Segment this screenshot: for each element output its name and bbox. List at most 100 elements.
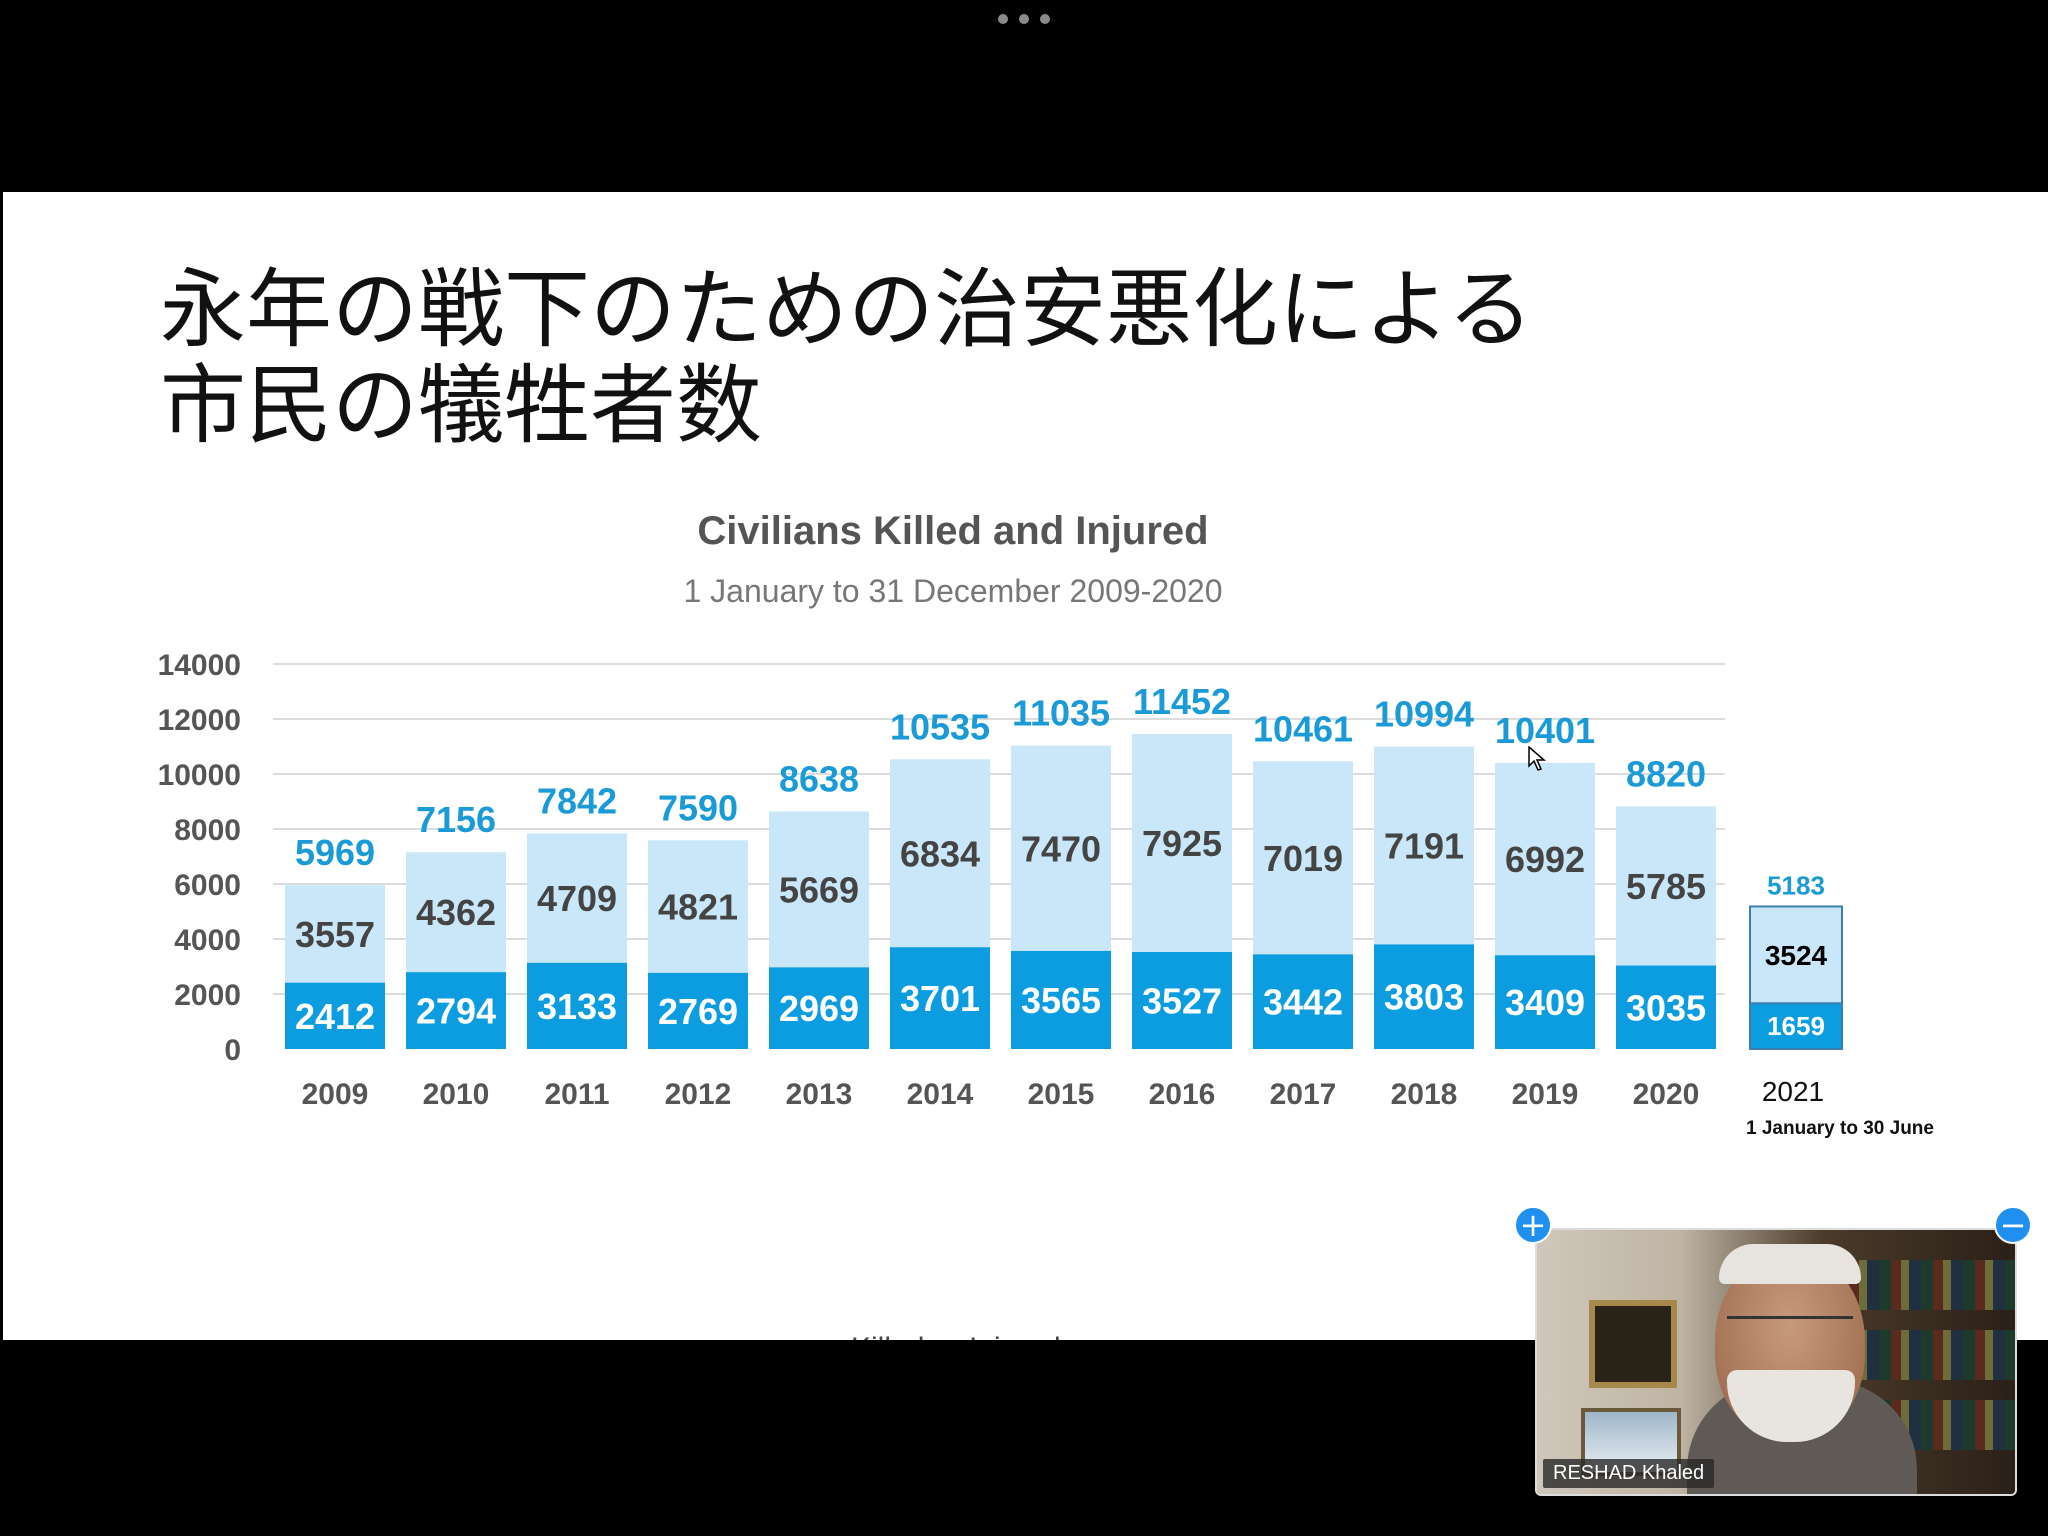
label-killed-2015: 3565 — [1021, 980, 1101, 1021]
label-total-2019: 10401 — [1495, 710, 1595, 751]
bar-killed-2009 — [285, 982, 385, 1049]
chart-subtitle: 1 January to 31 December 2009-2020 — [683, 573, 1222, 609]
label-injured-2015: 7470 — [1021, 828, 1101, 869]
x-tick-label-2019: 2019 — [1512, 1078, 1579, 1111]
y-tick-label: 0 — [224, 1034, 241, 1067]
label-injured-2017: 7019 — [1263, 838, 1343, 879]
label-killed-2020: 3035 — [1626, 987, 1706, 1028]
label-total-2016: 11452 — [1133, 681, 1231, 722]
slide-title-line-1: 永年の戦下のための治安悪化による — [160, 260, 1534, 360]
bar-injured-2009 — [285, 884, 385, 983]
legend-label-killed: Killed — [851, 1332, 924, 1340]
participant-video[interactable]: RESHAD Khaled — [1535, 1228, 2017, 1496]
participant-name-label: RESHAD Khaled — [1543, 1459, 1715, 1488]
label-injured-2012: 4821 — [658, 887, 738, 928]
bar-killed-2013 — [769, 967, 869, 1049]
label-total-2020: 8820 — [1626, 753, 1706, 794]
label-total-2013: 8638 — [779, 758, 859, 799]
shared-slide: 永年の戦下のための治安悪化による 市民の犠牲者数 Civilians Kille… — [3, 192, 2048, 1340]
x-tick-label-2010: 2010 — [423, 1078, 490, 1111]
bars — [285, 734, 1843, 1051]
bar-injured-2018 — [1374, 746, 1474, 945]
bar-injured-2011 — [527, 833, 627, 963]
zoom-out-button[interactable]: − — [1994, 1206, 2032, 1244]
bar-killed-2016 — [1132, 952, 1232, 1049]
x-tick-label-2011: 2011 — [544, 1078, 609, 1111]
bar-injured-2015 — [1011, 745, 1111, 951]
mouse-cursor-icon — [1528, 746, 1546, 771]
casualties-chart: Civilians Killed and Injured 1 January t… — [158, 509, 1934, 1340]
x-tick-label-2013: 2013 — [786, 1078, 853, 1111]
bar-killed-2021 — [1749, 1002, 1843, 1051]
bar-killed-2017 — [1253, 954, 1353, 1049]
label-total-2011: 7842 — [537, 780, 617, 821]
x-tick-label-2015: 2015 — [1028, 1078, 1095, 1111]
label-injured-2021: 3524 — [1765, 940, 1828, 971]
label-killed-2017: 3442 — [1263, 982, 1343, 1023]
bar-injured-2021 — [1749, 905, 1843, 1005]
bar-killed-2020 — [1616, 965, 1716, 1049]
bar-killed-2012 — [648, 972, 748, 1049]
chart-title: Civilians Killed and Injured — [697, 509, 1208, 553]
label-killed-2021: 1659 — [1767, 1011, 1825, 1041]
slide-title: 永年の戦下のための治安悪化による 市民の犠牲者数 — [160, 262, 1860, 454]
label-injured-2010: 4362 — [416, 892, 496, 933]
label-total-2021: 5183 — [1767, 870, 1825, 900]
legend: Killed Injured — [851, 1332, 1061, 1340]
slide-title-line-2: 市民の犠牲者数 — [160, 356, 762, 456]
bar-injured-2012 — [648, 840, 748, 973]
label-killed-2013: 2969 — [779, 988, 859, 1029]
x-tick-label-2014: 2014 — [907, 1078, 974, 1111]
label-killed-2012: 2769 — [658, 991, 738, 1032]
y-tick-label: 8000 — [174, 814, 241, 847]
y-tick-label: 10000 — [158, 759, 241, 792]
label-killed-2019: 3409 — [1505, 982, 1585, 1023]
bar-injured-2010 — [406, 852, 506, 973]
x-tick-label-2016: 2016 — [1149, 1078, 1216, 1111]
label-total-2010: 7156 — [416, 799, 496, 840]
bar-killed-2011 — [527, 962, 627, 1049]
y-tick-label: 14000 — [158, 649, 241, 682]
label-injured-2011: 4709 — [537, 878, 617, 919]
y-tick-label: 6000 — [174, 869, 241, 902]
data-labels: 2412 3557 5969 2794 4362 7156 3133 4709 7842 2769… — [295, 681, 1828, 1041]
legend-label-injured: Injured — [969, 1332, 1061, 1340]
zoom-in-button[interactable]: + — [1514, 1206, 1552, 1244]
label-injured-2016: 7925 — [1142, 823, 1222, 864]
label-killed-2009: 2412 — [295, 996, 375, 1037]
label-killed-2018: 3803 — [1384, 977, 1464, 1018]
bar-killed-2019 — [1495, 955, 1595, 1049]
x-tick-label-2020: 2020 — [1633, 1078, 1700, 1111]
label-killed-2010: 2794 — [416, 991, 496, 1032]
bar-injured-2017 — [1253, 761, 1353, 955]
label-total-2015: 11035 — [1012, 693, 1110, 734]
bar-injured-2013 — [769, 811, 869, 968]
label-injured-2020: 5785 — [1626, 866, 1706, 907]
x-tick-label-2009: 2009 — [302, 1078, 369, 1111]
wall-picture-icon — [1589, 1300, 1677, 1388]
y-tick-label: 2000 — [174, 979, 241, 1012]
x-axis-ticks: 2009 2010 2011 2012 2013 2014 2015 2016 2017 2018… — [302, 1076, 1934, 1139]
label-total-2017: 10461 — [1253, 708, 1353, 749]
bar-killed-2010 — [406, 972, 506, 1049]
bar-injured-2019 — [1495, 762, 1595, 956]
bar-injured-2016 — [1132, 734, 1232, 953]
y-tick-label: 12000 — [158, 704, 241, 737]
x-tick-label-2012: 2012 — [665, 1078, 732, 1111]
more-options-icon[interactable] — [998, 12, 1050, 26]
x-tick-label-2021: 2021 — [1762, 1076, 1824, 1107]
label-total-2009: 5969 — [295, 832, 375, 873]
bar-injured-2014 — [890, 759, 990, 948]
label-injured-2013: 5669 — [779, 869, 859, 910]
label-killed-2011: 3133 — [537, 986, 617, 1027]
label-injured-2018: 7191 — [1384, 826, 1464, 867]
x-tick-note-2021: 1 January to 30 June — [1746, 1118, 1934, 1139]
label-injured-2019: 6992 — [1505, 839, 1585, 880]
label-killed-2016: 3527 — [1142, 981, 1222, 1022]
label-total-2018: 10994 — [1374, 694, 1474, 735]
bar-killed-2014 — [890, 947, 990, 1049]
y-axis-ticks: 0 2000 4000 6000 8000 10000 12000 14000 — [158, 649, 241, 1067]
label-total-2012: 7590 — [658, 787, 738, 828]
x-tick-label-2017: 2017 — [1270, 1078, 1337, 1111]
y-tick-label: 4000 — [174, 924, 241, 957]
